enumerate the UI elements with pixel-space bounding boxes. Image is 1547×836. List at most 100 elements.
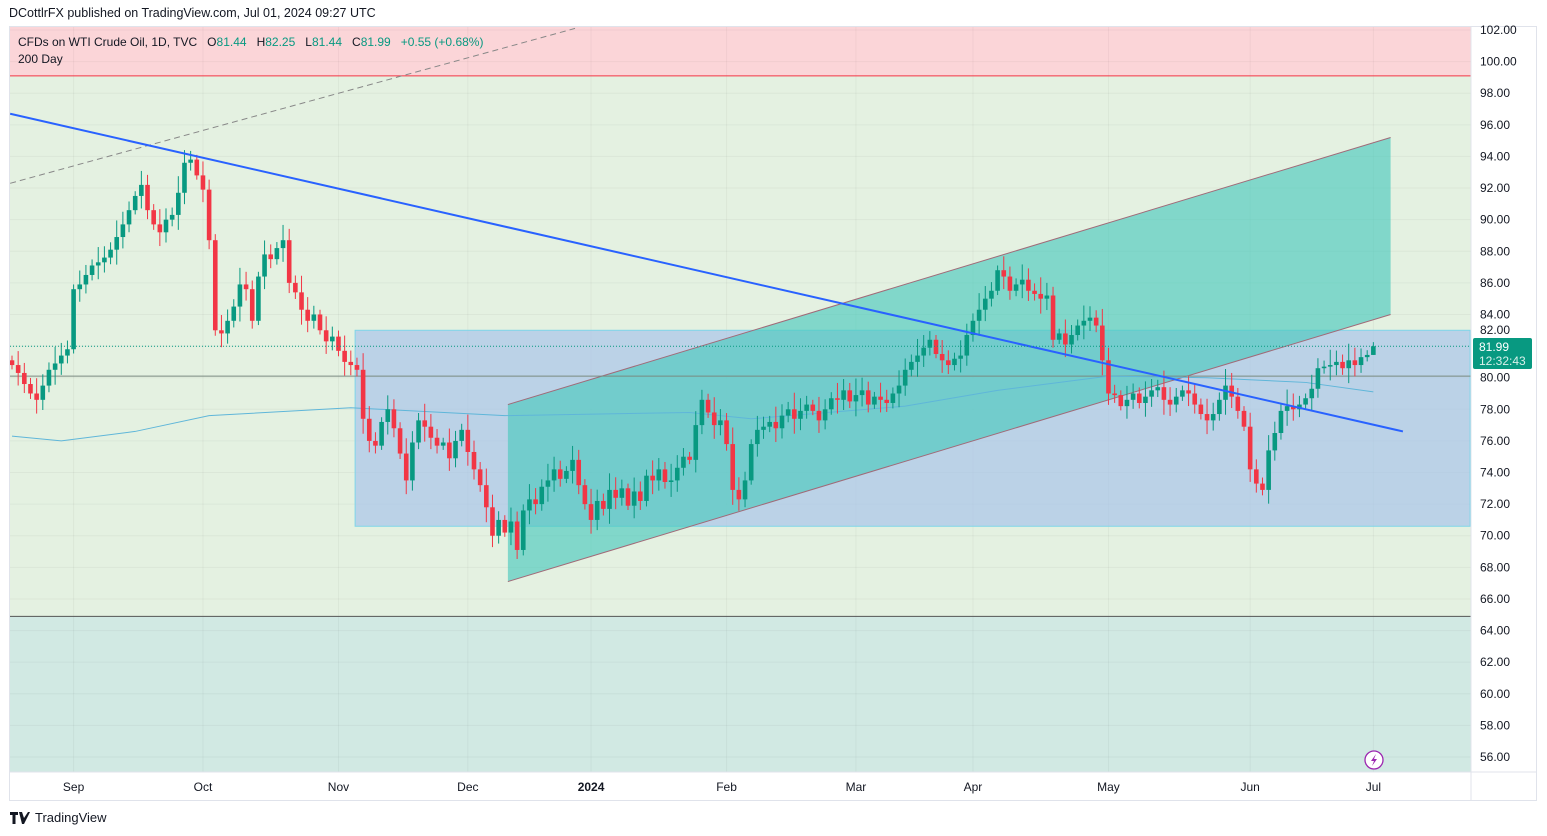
candle <box>1266 435 1271 504</box>
candle-body <box>77 284 83 290</box>
footer-brand[interactable]: TradingView <box>10 810 107 825</box>
candle <box>1229 372 1234 409</box>
candle-body <box>440 442 446 446</box>
chart-frame <box>9 26 1537 801</box>
close-label: C <box>352 35 361 49</box>
price-tick-label: 80.00 <box>1480 371 1510 385</box>
candle-body <box>1210 414 1216 421</box>
change-value: +0.55 (+0.68%) <box>400 35 484 49</box>
candle-body <box>865 390 871 405</box>
time-tick-label: 2024 <box>578 780 605 794</box>
candle-body <box>89 265 95 275</box>
candle <box>1124 385 1130 419</box>
candle <box>496 511 501 544</box>
candle-body <box>102 257 107 263</box>
candle <box>878 382 883 413</box>
dashed-trend-line <box>10 27 576 184</box>
candle-body <box>120 224 126 238</box>
candle <box>946 350 951 375</box>
candle-body <box>1371 346 1376 355</box>
candle <box>1173 387 1179 413</box>
candle-body <box>1100 325 1105 361</box>
candle <box>385 395 391 435</box>
candle-body <box>403 453 409 481</box>
candle-body <box>1081 320 1087 326</box>
candle <box>176 176 181 230</box>
price-tick-label: 84.00 <box>1480 307 1510 321</box>
candle <box>773 406 779 443</box>
candle-body <box>1149 390 1154 397</box>
candle-body <box>1112 393 1117 396</box>
lightning-icon[interactable] <box>1364 750 1384 770</box>
candle <box>699 389 705 435</box>
candle-body <box>576 459 582 486</box>
candle-body <box>293 282 298 293</box>
candle <box>440 437 446 450</box>
candle-body <box>225 320 230 334</box>
candle-body <box>976 309 982 321</box>
candle-body <box>779 415 785 429</box>
candle <box>200 161 206 203</box>
candle <box>1186 376 1191 407</box>
time-tick-label: Dec <box>457 780 478 794</box>
candle-body <box>828 398 834 410</box>
candle-body <box>194 159 200 176</box>
price-tick-label: 98.00 <box>1480 86 1510 100</box>
candle-body <box>798 410 803 419</box>
candle <box>366 406 372 453</box>
open-label: O <box>207 35 217 49</box>
candle-body <box>496 519 501 536</box>
candle-body <box>514 521 520 550</box>
candle <box>477 461 483 492</box>
candle <box>391 399 397 438</box>
candle <box>342 335 347 376</box>
candle <box>551 456 557 492</box>
candle <box>219 315 224 348</box>
candle-body <box>588 504 594 520</box>
high-value: 82.25 <box>265 35 296 49</box>
candle <box>921 335 926 367</box>
candle-body <box>958 355 963 359</box>
candle-body <box>379 421 384 446</box>
candle-body <box>274 248 280 260</box>
candle <box>520 504 526 556</box>
candle <box>317 309 323 335</box>
candle-body <box>964 335 970 356</box>
candle-body <box>1192 393 1198 405</box>
candle <box>163 208 169 243</box>
candle <box>810 399 816 416</box>
candle <box>502 515 508 537</box>
candle <box>607 473 612 524</box>
candle <box>1019 264 1025 299</box>
symbol-title[interactable]: CFDs on WTI Crude Oil, 1D, TVC <box>18 35 198 49</box>
candle <box>613 477 618 510</box>
candle-body <box>410 442 415 481</box>
price-tick-label: 66.00 <box>1480 592 1510 606</box>
candle <box>1217 392 1222 421</box>
candle <box>465 414 471 466</box>
price-tick-label: 56.00 <box>1480 750 1510 764</box>
candle <box>1340 354 1345 375</box>
candle <box>1192 383 1198 414</box>
candle-body <box>742 480 748 500</box>
candle <box>34 378 39 414</box>
candle <box>434 429 440 454</box>
candle <box>139 170 144 209</box>
candle <box>601 493 606 516</box>
candle-body <box>619 488 625 498</box>
price-tick-label: 78.00 <box>1480 402 1510 416</box>
candle-body <box>243 284 249 290</box>
candle-body <box>761 426 766 430</box>
price-tick-label: 82.00 <box>1480 323 1510 337</box>
candle <box>1247 412 1253 482</box>
candle-body <box>126 210 132 225</box>
candle <box>1038 277 1044 314</box>
candle <box>995 265 1000 296</box>
candle-body <box>46 369 52 386</box>
candle-body <box>896 385 902 394</box>
candle <box>933 335 939 359</box>
candle <box>249 280 255 329</box>
indicator-label[interactable]: 200 Day <box>18 52 63 66</box>
candle-body <box>527 499 532 511</box>
